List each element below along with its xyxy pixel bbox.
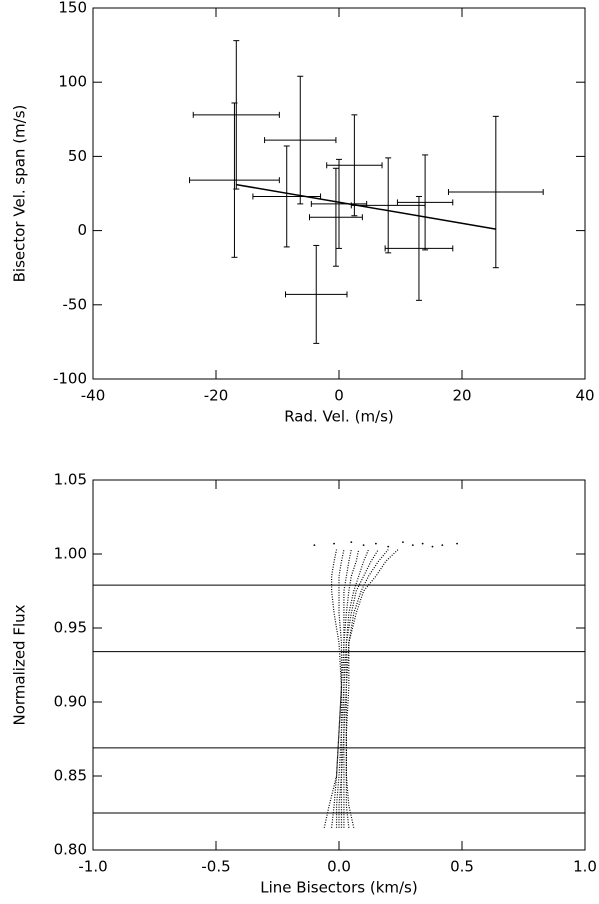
plot-frame bbox=[92, 479, 586, 851]
fit-line bbox=[236, 183, 496, 230]
x-tick-label: -40 bbox=[81, 387, 106, 405]
x-tick-label: 0.0 bbox=[327, 858, 351, 876]
x-tick-label: 0.5 bbox=[450, 858, 474, 876]
y-tick-label: 1.05 bbox=[54, 471, 87, 489]
point bbox=[421, 542, 424, 545]
bisector-curve bbox=[340, 549, 370, 828]
y-axis-label: Normalized Flux bbox=[11, 604, 29, 725]
bisector-curve bbox=[331, 549, 345, 828]
point bbox=[441, 544, 444, 547]
x-tick-label: 0 bbox=[334, 387, 344, 405]
bisector-curve bbox=[323, 549, 343, 828]
bisector-curve bbox=[338, 549, 360, 828]
x-tick-label: -20 bbox=[204, 387, 229, 405]
point bbox=[402, 541, 404, 544]
y-tick-label: 0 bbox=[77, 221, 87, 239]
y-tick-label: 0.95 bbox=[54, 619, 87, 637]
y-tick-label: -50 bbox=[63, 295, 88, 313]
bisector-curve bbox=[345, 549, 399, 828]
bisector-curve bbox=[343, 549, 379, 828]
x-tick-label: 40 bbox=[575, 387, 594, 405]
y-tick-label: 0.85 bbox=[54, 767, 87, 785]
x-axis-label: Rad. Vel. (m/s) bbox=[284, 408, 394, 426]
y-axis-label: Bisector Vel. span (m/s) bbox=[11, 105, 29, 283]
point bbox=[387, 545, 390, 548]
y-tick-label: 0.80 bbox=[54, 841, 87, 859]
x-axis-label: Line Bisectors (km/s) bbox=[260, 879, 417, 897]
point bbox=[350, 541, 353, 544]
y-tick-label: 0.90 bbox=[54, 693, 87, 711]
y-tick-label: -100 bbox=[53, 370, 87, 388]
point bbox=[333, 542, 335, 545]
point bbox=[431, 545, 434, 548]
x-tick-label: 20 bbox=[452, 387, 471, 405]
point bbox=[375, 542, 377, 545]
y-tick-label: 100 bbox=[58, 73, 87, 91]
y-tick-label: 1.00 bbox=[54, 545, 87, 563]
point bbox=[313, 544, 316, 547]
bisector-curve bbox=[345, 549, 389, 828]
x-tick-label: -0.5 bbox=[201, 858, 230, 876]
y-tick-label: 50 bbox=[68, 147, 87, 165]
point bbox=[411, 544, 414, 547]
x-tick-label: -1.0 bbox=[78, 858, 107, 876]
x-tick-label: 1.0 bbox=[573, 858, 597, 876]
point bbox=[456, 542, 458, 545]
bisector-curve bbox=[335, 549, 352, 828]
y-tick-label: 150 bbox=[58, 0, 87, 17]
point bbox=[362, 544, 365, 547]
